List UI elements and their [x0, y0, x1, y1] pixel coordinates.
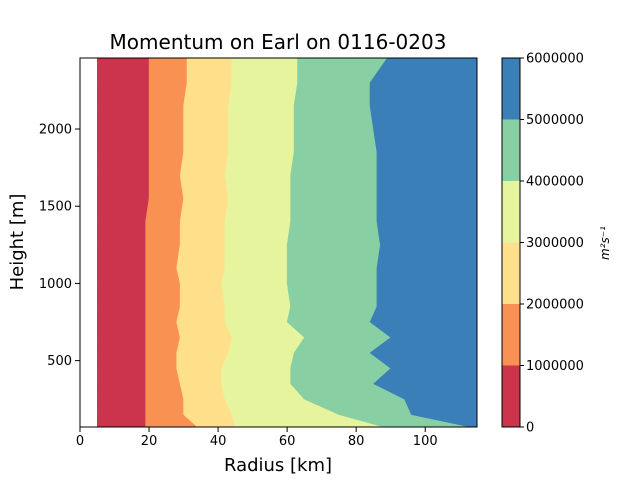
colorbar-segment-1: [502, 304, 520, 366]
x-axis-label: Radius [km]: [224, 455, 332, 476]
chart-title: Momentum on Earl on 0116-0203: [110, 30, 447, 54]
y-tick-label: 500: [47, 354, 72, 369]
colorbar-segment-4: [502, 119, 520, 181]
x-tick-label: 40: [210, 434, 227, 449]
colorbar-tick-label: 4000000: [526, 175, 584, 190]
x-tick-label: 100: [413, 434, 438, 449]
colorbar-tick-label: 2000000: [526, 298, 584, 313]
colorbar-segment-2: [502, 242, 520, 304]
x-tick-label: 80: [348, 434, 365, 449]
plot-frame: [79, 57, 478, 428]
x-axis: 0 20 40 60 80 100: [76, 427, 438, 449]
y-axis-label: Height [m]: [7, 194, 28, 291]
x-tick-label: 60: [279, 434, 296, 449]
y-axis: 500 1000 1500 2000: [39, 123, 80, 369]
x-tick-label: 0: [76, 434, 84, 449]
colorbar-tick-label: 1000000: [526, 359, 584, 374]
y-tick-label: 2000: [39, 123, 72, 138]
colorbar-tick-label: 6000000: [526, 52, 584, 67]
y-tick-label: 1500: [39, 200, 72, 215]
colorbar-tick-label: 3000000: [526, 236, 584, 251]
colorbar: 0 1000000 2000000 3000000 4000000 5000000 6000…: [501, 52, 584, 436]
x-tick-label: 20: [141, 434, 158, 449]
y-tick-label: 1000: [39, 277, 72, 292]
colorbar-label: m²s⁻¹: [598, 226, 612, 260]
colorbar-segment-0: [502, 365, 520, 427]
colorbar-tick-label: 5000000: [526, 113, 584, 128]
colorbar-segment-5: [502, 58, 520, 120]
contour-fills: [97, 57, 478, 428]
colorbar-segment-3: [502, 181, 520, 243]
contour-band-0: [97, 57, 150, 428]
colorbar-tick-label: 0: [526, 421, 534, 436]
